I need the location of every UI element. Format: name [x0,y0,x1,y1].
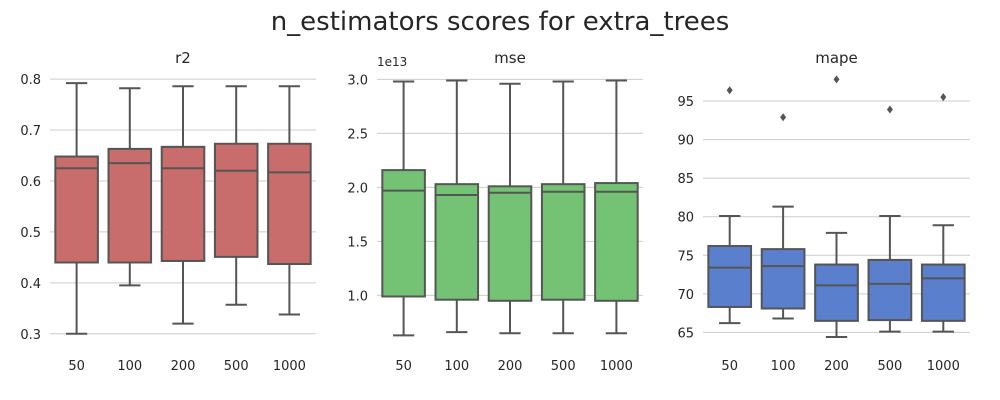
box-500 [540,80,586,335]
x-tick-label: 500 [224,359,249,374]
box-500 [213,85,259,306]
y-tick-label: 65 [677,326,694,341]
iqr-box [594,182,639,302]
box-200 [814,75,859,339]
x-tick-label: 200 [498,359,523,374]
box-1000 [594,79,639,335]
box-500 [867,105,913,333]
y-tick-label: 0.3 [20,328,41,343]
y-tick-label: 0.8 [20,73,41,88]
iqr-box [814,263,859,322]
y-tick-label: 75 [677,249,694,264]
box-100 [434,79,480,334]
panel-title: mape [815,49,858,67]
y-tick-label: 1.5 [347,235,368,250]
x-tick-label: 1000 [273,359,306,374]
x-tick-label: 50 [395,359,412,374]
y-tick-label: 80 [677,211,694,226]
axis-offset-label: 1e13 [377,55,407,69]
figure-title: n_estimators scores for extra_trees [271,7,730,37]
iqr-box [434,183,480,301]
box-200 [487,82,533,335]
box-100 [760,113,806,320]
y-tick-label: 90 [677,134,694,149]
panel-mse: mse 1.0 1.5 2.0 2.5 3.0 1e13 50 100 200 500 1000 [347,49,643,374]
iqr-box [487,185,533,302]
iqr-box [760,248,806,310]
x-tick-label: 500 [551,359,576,374]
panel-mape: mape 65 70 75 80 85 90 95 50 100 200 500 1000 [677,49,970,374]
y-tick-label: 3.0 [347,73,368,88]
iqr-box [160,145,206,262]
outlier-point [833,75,840,84]
box-1000 [267,85,312,316]
box-50 [381,80,426,337]
iqr-box [867,258,913,322]
panel-title: r2 [175,49,191,67]
x-tick-label: 200 [171,359,196,374]
y-tick-label: 2.0 [347,181,368,196]
outlier-point [780,113,787,122]
box-200 [160,85,206,325]
iqr-box [381,169,426,298]
x-tick-label: 100 [444,359,469,374]
y-tick-label: 0.7 [20,124,41,139]
x-tick-label: 50 [68,359,85,374]
y-tick-label: 0.4 [20,277,41,292]
y-tick-label: 0.5 [20,226,41,241]
y-tick-label: 2.5 [347,127,368,142]
iqr-box [107,147,153,264]
iqr-box [213,142,259,258]
outlier-point [726,86,733,95]
iqr-box [267,142,312,266]
iqr-box [707,245,753,308]
x-tick-label: 100 [117,359,142,374]
box-50 [707,86,753,325]
box-50 [54,82,99,335]
y-tick-label: 1.0 [347,289,368,304]
y-tick-label: 0.6 [20,175,41,190]
panel-title: mse [494,49,526,67]
box-1000 [920,93,966,333]
x-tick-label: 500 [877,359,902,374]
y-tick-label: 95 [677,95,694,110]
box-100 [107,87,153,287]
x-tick-label: 100 [771,359,796,374]
x-tick-label: 1000 [927,359,960,374]
x-tick-label: 1000 [600,359,633,374]
iqr-box [920,263,966,322]
outlier-point [886,105,893,114]
x-tick-label: 200 [824,359,849,374]
iqr-box [54,155,99,264]
panel-r2: r2 0.3 0.4 0.5 0.6 0.7 0.8 50 100 200 500 1000 [20,49,316,374]
outlier-point [940,93,947,102]
y-tick-label: 70 [677,288,694,303]
iqr-box [540,183,586,301]
y-tick-label: 85 [677,172,694,187]
x-tick-label: 50 [721,359,738,374]
